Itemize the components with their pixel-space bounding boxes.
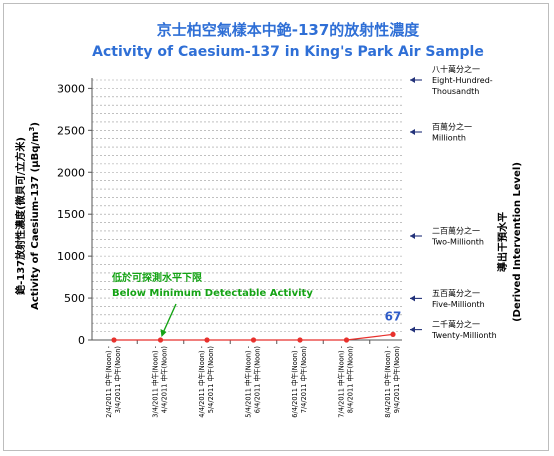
x-tick-labels: 2/4/2011 中午(Noon) -3/4/2011 中午(Noon) 3/4/… — [104, 345, 401, 417]
right-axis-title: 導出干預水平 (Derived Intervention Level) — [496, 162, 523, 322]
right-axis-title-en: (Derived Intervention Level) — [512, 162, 523, 322]
reference-levels: 八十萬分之一 Eight-Hundred- Thousandth 百萬分之一 Milli… — [410, 64, 497, 340]
reference-label: Five-Millionth — [432, 300, 485, 309]
reference-arrowhead — [410, 77, 415, 83]
chart-frame: 京士柏空氣樣本中銫-137的放射性濃度 Activity of Caesium-… — [3, 3, 549, 451]
chart-title-zh: 京士柏空氣樣本中銫-137的放射性濃度 — [157, 21, 421, 39]
reference-label: 八十萬分之一 — [432, 64, 480, 74]
annotation-text-zh: 低於可探測水平下限 — [111, 271, 203, 284]
data-point — [204, 337, 210, 343]
data-point — [250, 337, 257, 343]
x-tick-label: 7/4/2011 中午(Noon) -8/4/2011 中午(Noon) — [337, 345, 355, 417]
reference-arrowhead — [410, 326, 415, 333]
y-tick-label: 1500 — [57, 208, 85, 221]
x-tick-label-line2: 9/4/2011 中午(Noon) — [392, 346, 401, 413]
x-tick-label-line1: 3/4/2011 中午(Noon) - — [151, 345, 160, 417]
reference-label: 百萬分之一 — [432, 122, 472, 132]
x-tick-label-line1: 4/4/2011 中午(Noon) - — [197, 345, 206, 417]
x-tick-label-line2: 4/4/2011 中午(Noon) — [160, 346, 169, 413]
reference-label: Thousandth — [431, 87, 479, 96]
data-point — [111, 337, 117, 343]
y-tick-label: 2000 — [57, 166, 85, 179]
reference-label: Two-Millionth — [431, 238, 484, 247]
annotation-text-en: Below Minimum Detectable Activity — [112, 288, 313, 299]
x-tick-label: 4/4/2011 中午(Noon) -5/4/2011 中午(Noon) — [197, 345, 215, 417]
x-tick-label-line2: 6/4/2011 中午(Noon) — [253, 346, 262, 413]
y-tick-label: 500 — [64, 292, 85, 305]
x-tick-label-line2: 8/4/2011 中午(Noon) — [346, 346, 355, 413]
annotation: 低於可探測水平下限 Below Minimum Detectable Activi… — [111, 271, 313, 337]
x-tick-label-line1: 8/4/2011 中午(Noon) - — [383, 345, 392, 417]
x-tick-label: 8/4/2011 中午(Noon) -9/4/2011 中午(Noon) — [383, 345, 401, 417]
chart-title-en: Activity of Caesium-137 in King's Park A… — [92, 44, 484, 60]
annotation-arrow — [161, 303, 177, 335]
data-point — [157, 337, 164, 343]
reference-label: Millionth — [432, 134, 466, 143]
axes — [88, 78, 402, 344]
reference-label: 二千萬分之一 — [432, 319, 480, 329]
data-point — [297, 337, 303, 343]
reference-arrowhead — [410, 129, 415, 135]
right-axis-title-zh: 導出干預水平 — [496, 212, 509, 272]
reference-arrowhead — [410, 233, 415, 239]
y-tick-label: 0 — [78, 334, 85, 347]
x-tick-label-line2: 3/4/2011 中午(Noon) — [113, 346, 122, 413]
reference-label: 二百萬分之一 — [432, 226, 480, 236]
x-tick-label-line2: 5/4/2011 中午(Noon) — [206, 346, 215, 413]
y-axis-title-zh: 銫-137放射性濃度(微貝可/立方米) — [14, 137, 27, 296]
y-tick-label: 1000 — [57, 250, 85, 263]
reference-label: Eight-Hundred- — [432, 76, 493, 85]
x-tick-label: 2/4/2011 中午(Noon) -3/4/2011 中午(Noon) — [104, 345, 122, 417]
x-tick-label-line1: 2/4/2011 中午(Noon) - — [104, 345, 113, 417]
x-tick-label: 6/4/2011 中午(Noon) -7/4/2011 中午(Noon) — [290, 345, 308, 417]
y-axis-title: 銫-137放射性濃度(微貝可/立方米) Activity of Caesium-… — [14, 122, 41, 310]
y-tick-labels: 0 500 1000 1500 2000 2500 3000 — [57, 82, 85, 347]
data-point — [343, 337, 350, 343]
y-tick-label: 2500 — [57, 124, 85, 137]
x-tick-label: 5/4/2011 中午(Noon) -6/4/2011 中午(Noon) — [244, 345, 262, 417]
x-tick-label-line1: 5/4/2011 中午(Noon) - — [244, 345, 253, 417]
x-tick-label: 3/4/2011 中午(Noon) -4/4/2011 中午(Noon) — [151, 345, 169, 417]
x-tick-label-line1: 7/4/2011 中午(Noon) - — [337, 345, 346, 417]
reference-label: Twenty-Millionth — [431, 331, 497, 340]
x-tick-label-line2: 7/4/2011 中午(Noon) — [299, 346, 308, 413]
reference-arrowhead — [410, 295, 415, 302]
annotation-arrowhead — [160, 329, 167, 337]
data-label: 67 — [385, 309, 402, 323]
chart-canvas: 京士柏空氣樣本中銫-137的放射性濃度 Activity of Caesium-… — [14, 21, 523, 418]
x-tick-label-line1: 6/4/2011 中午(Noon) - — [290, 345, 299, 417]
reference-label: 五百萬分之一 — [432, 288, 480, 298]
series-caesium-137: 67 — [111, 309, 402, 343]
data-point — [390, 331, 396, 337]
y-axis-title-en: Activity of Caesium-137 (μBq/m3) — [28, 122, 41, 310]
y-tick-label: 3000 — [57, 82, 85, 95]
